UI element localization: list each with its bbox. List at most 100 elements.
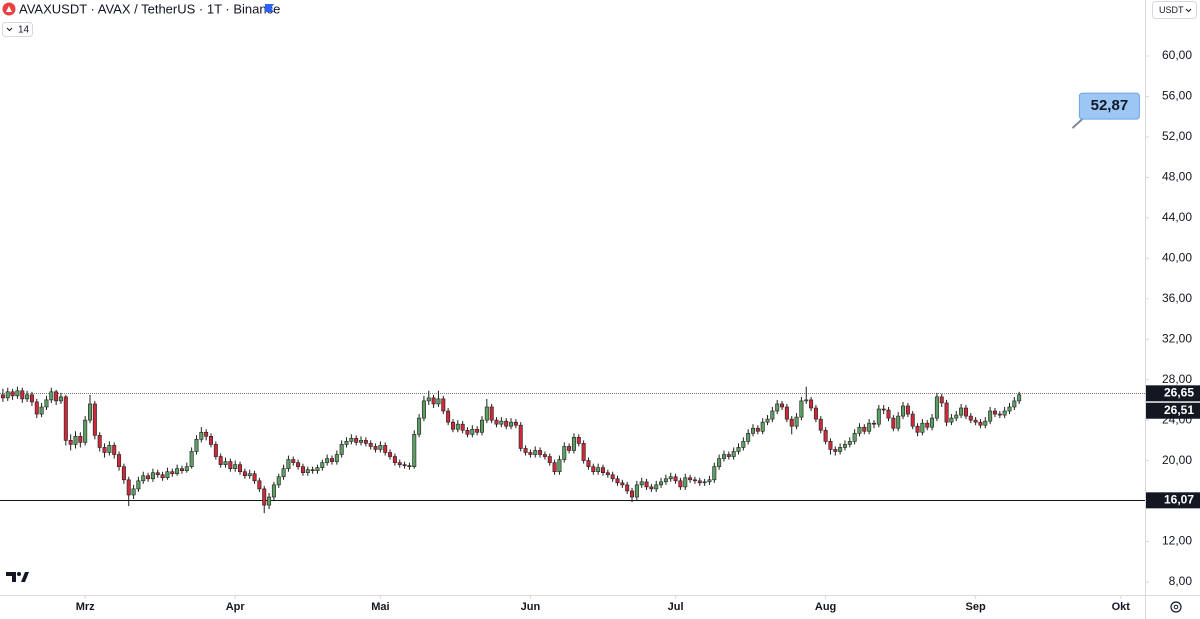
candle-body — [746, 432, 751, 442]
candle-body — [189, 451, 194, 467]
candle-body — [121, 466, 126, 481]
candle-body — [29, 394, 34, 403]
candle-body — [784, 406, 789, 420]
indicator-button[interactable] — [2, 22, 33, 37]
chevron — [1185, 8, 1192, 13]
candle-body — [54, 391, 59, 402]
candle-body — [523, 448, 528, 453]
currency-selector[interactable]: USDT — [1152, 1, 1197, 19]
candle-body — [233, 464, 238, 469]
x-tick-label: Mai — [371, 601, 389, 613]
candle-body — [668, 476, 673, 480]
candle-body — [407, 465, 412, 467]
candle-body — [504, 420, 509, 427]
candle-body — [736, 447, 741, 452]
candle-body — [199, 431, 204, 440]
gear — [1170, 601, 1182, 613]
x-tick-label: Jul — [668, 601, 684, 613]
candle-body — [117, 454, 122, 467]
candle-body — [780, 403, 785, 408]
candle-body — [349, 438, 354, 442]
exchange-flag — [265, 4, 274, 12]
candle-body — [731, 451, 736, 457]
x-tick-label: Okt — [1112, 601, 1131, 613]
candle-body — [417, 417, 422, 435]
candle-body — [533, 450, 538, 455]
candle-body — [179, 468, 184, 472]
candle-body — [170, 471, 175, 475]
candle-body — [368, 443, 373, 447]
symbol-header[interactable]: AVAXUSDT · AVAX / TetherUS · 1T · Binanc… — [2, 1, 281, 16]
candle-body — [450, 421, 455, 430]
candle-body — [305, 469, 310, 474]
candle-body — [184, 466, 189, 472]
candle-body — [949, 417, 954, 423]
candle-body — [49, 391, 54, 401]
candle-body — [983, 420, 988, 426]
candle-body — [412, 433, 417, 467]
last-price-label: 26,51 — [1164, 403, 1194, 417]
candle-body — [513, 421, 518, 426]
logo-part — [17, 572, 21, 576]
logo-part — [21, 572, 29, 582]
candle-body — [697, 480, 702, 484]
candle-body — [489, 406, 494, 421]
indicator-toggle[interactable]: 14 — [2, 22, 33, 37]
candle-body — [775, 403, 780, 412]
candle-body — [160, 474, 165, 479]
candle-body — [881, 408, 886, 411]
candle-body — [475, 428, 480, 433]
candle-body — [654, 484, 659, 490]
candle-body — [707, 479, 712, 483]
candle-body — [755, 427, 760, 432]
candle-body — [431, 397, 436, 405]
candle-body — [547, 456, 552, 463]
candle-body — [838, 447, 843, 452]
candle-body — [765, 418, 770, 423]
candle-body — [600, 467, 605, 474]
y-tick-label: 8,00 — [1169, 574, 1193, 588]
candle-body — [165, 471, 170, 479]
candle-body — [809, 399, 814, 409]
candle-body — [813, 407, 818, 420]
candle-body — [799, 400, 804, 418]
candle-body — [320, 462, 325, 468]
candle-body — [470, 428, 475, 435]
tradingview-logo[interactable] — [6, 572, 29, 582]
candle-body — [63, 396, 68, 441]
candle-body — [310, 469, 315, 472]
candle-body — [267, 496, 272, 506]
candle-body — [112, 445, 117, 455]
candle-body — [484, 406, 489, 421]
indicator-label: 14 — [18, 25, 30, 36]
candle-body — [363, 440, 368, 444]
candle-body — [596, 467, 601, 473]
candle-body — [992, 410, 997, 415]
candle-body — [436, 398, 441, 405]
x-tick-label: Sep — [966, 601, 986, 613]
candle-body — [538, 450, 543, 455]
currency-button[interactable] — [1152, 1, 1197, 19]
candle-body — [896, 415, 901, 429]
candle-body — [262, 488, 267, 506]
candle-body — [717, 458, 722, 467]
candle-body — [823, 429, 828, 442]
candle-body — [0, 394, 5, 399]
candle-body — [150, 472, 155, 480]
candle-body — [625, 484, 630, 492]
settings-button[interactable] — [1170, 601, 1182, 613]
candle-body — [760, 421, 765, 432]
last-price-label-box — [1146, 402, 1200, 419]
plot-area — [0, 386, 1145, 514]
candle-body — [460, 423, 465, 431]
candle-body — [276, 476, 281, 486]
candle-body — [581, 443, 586, 461]
candle-body — [876, 408, 881, 425]
x-tick-label: Aug — [815, 601, 836, 613]
candle-body — [97, 435, 102, 448]
candle-body — [339, 444, 344, 455]
candle-body — [441, 398, 446, 412]
candle-body — [25, 394, 30, 400]
candle-body — [934, 396, 939, 419]
candle-body — [886, 409, 891, 419]
